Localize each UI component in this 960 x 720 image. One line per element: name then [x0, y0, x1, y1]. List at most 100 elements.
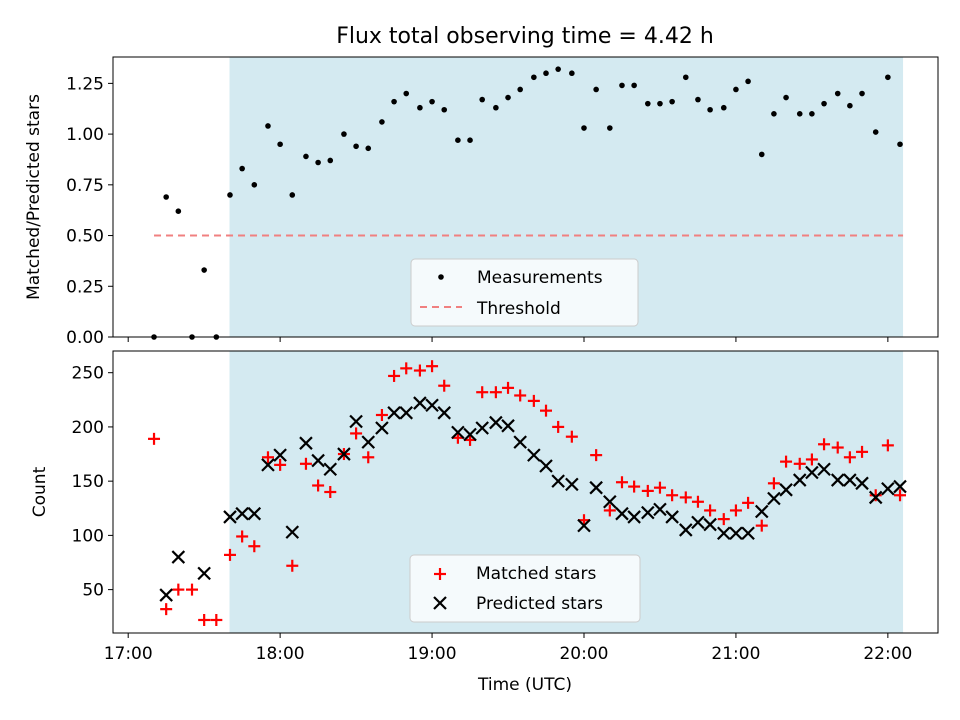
predicted-star-point	[577, 518, 591, 533]
predicted-star-point	[375, 421, 389, 435]
predicted-star-point	[817, 462, 831, 477]
measurement-point	[227, 192, 233, 198]
matched-star-point	[362, 451, 375, 464]
measurement-point	[391, 98, 397, 105]
matched-star-point	[653, 481, 666, 494]
matched-star-point	[248, 540, 261, 553]
predicted-star-point	[741, 526, 755, 540]
top-axes-frame	[112, 56, 939, 338]
matched-star-point	[186, 583, 199, 596]
predicted-star-point	[868, 490, 883, 505]
matched-star-point	[628, 480, 641, 493]
predicted-star-point	[729, 526, 743, 540]
y-tick-label: 1.25	[66, 74, 104, 94]
matched-star-point	[856, 445, 869, 458]
measurement-point	[657, 100, 663, 107]
predicted-star-point	[855, 476, 869, 491]
measurement-point	[201, 267, 207, 273]
measurement-point	[467, 137, 473, 143]
matched-star-point	[274, 458, 287, 471]
legend-matched-stars: Matched stars	[476, 564, 596, 584]
predicted-star-point	[551, 474, 565, 488]
matched-star-point	[527, 394, 540, 407]
predicted-star-point	[337, 447, 351, 461]
matched-legend-marker	[434, 568, 446, 580]
measurement-point	[353, 143, 359, 150]
matched-star-point	[286, 559, 299, 572]
predicted-star-point	[285, 525, 300, 539]
measurement-point	[771, 111, 777, 117]
predicted-star-point	[589, 480, 603, 495]
bottom-legend: Matched stars Predicted stars	[409, 554, 641, 623]
measurement-point	[303, 153, 309, 160]
predicted-star-point	[451, 425, 465, 440]
y-tick-label: 200	[72, 418, 104, 438]
x-tick-label: 21:00	[711, 644, 760, 664]
y-tick-label: 250	[72, 364, 104, 384]
matched-star-point	[767, 477, 780, 490]
predicted-star-point	[893, 479, 907, 494]
measurement-point	[645, 100, 651, 107]
measurement-point	[809, 111, 815, 117]
legend-threshold: Threshold	[476, 299, 561, 319]
measurement-point	[251, 182, 258, 188]
measurement-point	[543, 70, 549, 77]
matched-star-point	[679, 491, 692, 504]
predicted-star-point	[603, 494, 617, 509]
measurement-point	[872, 129, 879, 135]
measurement-point	[455, 137, 461, 143]
top-legend: Measurements Threshold	[410, 258, 639, 327]
matched-star-point	[894, 489, 907, 502]
bottom-panel: 50 100 150 200 250 17:00 18:00 19:00 20:00 21:00 2…	[30, 350, 939, 695]
bottom-legend-box	[409, 554, 641, 623]
predicted-star-point	[323, 462, 338, 477]
predicted-star-point	[247, 506, 262, 521]
x-tick-label: 18:00	[256, 644, 305, 664]
x-tick-label: 20:00	[559, 644, 608, 664]
measurement-point	[859, 90, 865, 97]
measurement-point	[341, 131, 347, 137]
measurement-point	[745, 78, 751, 85]
matched-star-point	[350, 427, 363, 440]
x-axis-label: Time (UTC)	[477, 675, 572, 695]
measurement-point	[315, 159, 321, 166]
predicted-star-point	[527, 448, 541, 462]
y-tick-label: 50	[82, 581, 104, 601]
predicted-star-point	[361, 435, 376, 449]
measurement-point	[758, 151, 765, 158]
matched-star-point	[565, 430, 578, 443]
legend-predicted-stars: Predicted stars	[476, 594, 603, 614]
measurement-point	[555, 66, 561, 72]
matched-star-point	[210, 613, 223, 626]
predicted-star-point	[501, 419, 515, 433]
measurement-point	[379, 119, 385, 125]
matched-star-point	[666, 489, 679, 502]
measurement-point	[720, 104, 727, 111]
measurement-point	[695, 96, 701, 103]
matched-star-point	[717, 513, 730, 526]
predicted-star-point	[843, 473, 857, 487]
predicted-star-point	[475, 421, 489, 435]
predicted-star-point	[627, 510, 641, 524]
matched-star-point	[223, 548, 236, 561]
measurement-point	[607, 125, 613, 131]
predicted-star-point	[311, 453, 325, 468]
predicted-star-point	[159, 588, 173, 602]
y-tick-label: 100	[72, 526, 104, 546]
predicted-star-point	[641, 505, 655, 520]
measurement-point	[631, 82, 637, 89]
matched-star-point	[552, 420, 565, 433]
measurement-point	[531, 74, 537, 81]
top-panel: 0.00 0.25 0.50 0.75 1.00 1.25 Flux total obse…	[24, 24, 939, 348]
matched-star-point	[388, 369, 401, 382]
measurement-point	[175, 208, 182, 215]
measurement-point	[417, 104, 423, 111]
measurement-point	[517, 86, 523, 93]
measurement-point	[277, 141, 283, 148]
y-tick-label: 0.25	[66, 277, 104, 297]
measurement-point	[441, 106, 448, 113]
predicted-star-point	[437, 406, 451, 420]
matched-star-point	[818, 438, 831, 451]
matched-star-point	[704, 504, 717, 517]
